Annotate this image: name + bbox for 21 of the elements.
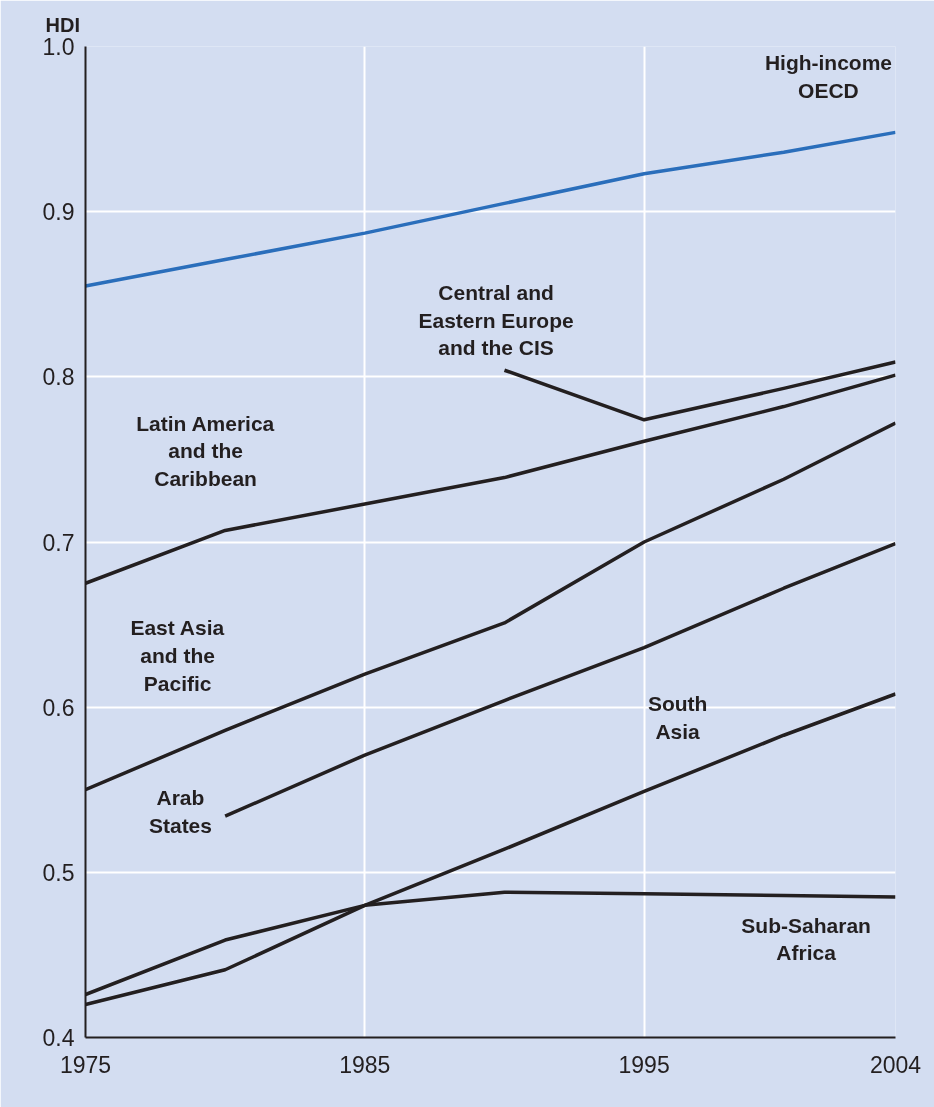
- y-tick-label: 0.9: [42, 199, 75, 226]
- y-tick-label: 0.7: [42, 529, 75, 556]
- x-tick-label: 2004: [869, 1051, 922, 1078]
- y-tick-label: 0.5: [42, 859, 75, 886]
- x-tick-label: 1995: [618, 1051, 670, 1078]
- line-series: [223, 541, 896, 818]
- y-tick-label: 0.6: [42, 694, 75, 721]
- y-tick-label: 0.4: [42, 1025, 75, 1051]
- series-label: Arab States: [148, 786, 212, 838]
- y-tick-label: 1.0: [42, 34, 75, 60]
- x-tick-label: 1975: [59, 1051, 112, 1078]
- series-label: East Asia and the Pacific: [130, 616, 225, 695]
- series-label: High-income OECD: [764, 51, 893, 103]
- line-series: [502, 360, 896, 422]
- series-label: Latin America and the Caribbean: [136, 411, 275, 490]
- series-label: South Asia: [647, 692, 708, 743]
- y-axis-title: HDI: [45, 13, 80, 36]
- x-tick-label: 1985: [339, 1051, 391, 1078]
- y-tick-label: 0.8: [42, 364, 75, 391]
- series-label: Central and Eastern Europe and the CIS: [418, 281, 574, 360]
- series-label: Sub-Saharan Africa: [741, 913, 871, 965]
